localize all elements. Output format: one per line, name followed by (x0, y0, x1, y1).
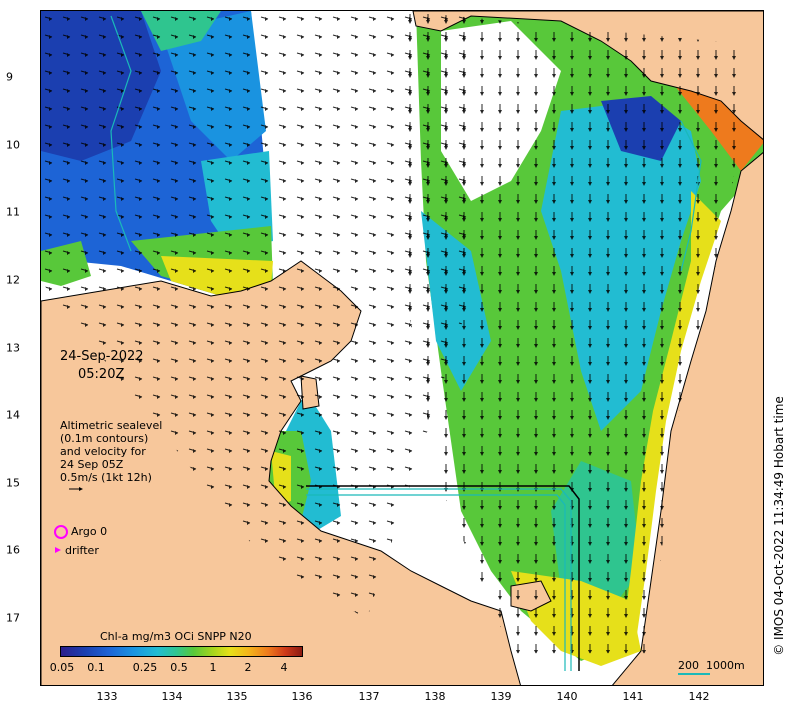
colorbar (60, 646, 303, 657)
sealevel-arrows-track (306, 485, 580, 671)
map-panel[interactable] (40, 10, 764, 686)
y-tick-label: 17 (6, 611, 20, 625)
y-tick-label: 15 (6, 476, 20, 490)
x-tick-label: 133 (96, 690, 118, 703)
y-tick-label: 13 (6, 341, 20, 355)
drifter-label: drifter (65, 544, 99, 557)
x-tick-label: 138 (424, 690, 446, 703)
map-date: 24-Sep-2022 (60, 349, 144, 364)
argo-label: Argo 0 (71, 525, 108, 538)
x-tick-label: 136 (291, 690, 313, 703)
copyright-text: © IMOS 04-Oct-2022 11:34:49 Hobart time (772, 396, 786, 656)
x-tick-label: 135 (226, 690, 248, 703)
map-time: 05:20Z (78, 367, 125, 382)
x-tick-label: 137 (358, 690, 380, 703)
colorbar-label: 2 (244, 661, 252, 674)
reference-arrow-icon (69, 487, 83, 491)
x-tick-label: 134 (161, 690, 183, 703)
colorbar-label: 4 (280, 661, 288, 674)
x-tick-label: 140 (556, 690, 578, 703)
legend-line-1: Altimetric sealevel (60, 419, 163, 432)
legend-line-2: (0.1m contours) (60, 432, 149, 445)
y-tick-label: 12 (6, 273, 20, 287)
colorbar-label: 0.05 (49, 661, 75, 674)
y-tick-label: 10 (6, 138, 20, 152)
scale-bar-line (678, 673, 710, 675)
scale-label-200: 200 (678, 659, 699, 672)
y-tick-label: 9 (6, 70, 13, 84)
colorbar-label: 1 (209, 661, 217, 674)
x-tick-label: 141 (622, 690, 644, 703)
argo-marker-icon (54, 525, 68, 539)
colorbar-title: Chl-a mg/m3 OCi SNPP N20 (100, 630, 252, 643)
y-tick-label: 16 (6, 543, 20, 557)
map-canvas (41, 11, 763, 685)
legend-line-4: 24 Sep 05Z (60, 458, 124, 471)
drifter-marker-icon (55, 547, 61, 553)
sealevel-contours (110, 15, 702, 671)
legend-line-3: and velocity for (60, 445, 146, 458)
colorbar-label: 0.5 (170, 661, 188, 674)
y-tick-label: 11 (6, 205, 20, 219)
legend-line-5: 0.5m/s (1kt 12h) (60, 471, 152, 484)
x-tick-label: 139 (490, 690, 512, 703)
scale-label-1000m: 1000m (706, 659, 745, 672)
colorbar-label: 0.1 (87, 661, 105, 674)
x-tick-label: 142 (688, 690, 710, 703)
colorbar-label: 0.25 (132, 661, 158, 674)
y-tick-label: 14 (6, 408, 20, 422)
